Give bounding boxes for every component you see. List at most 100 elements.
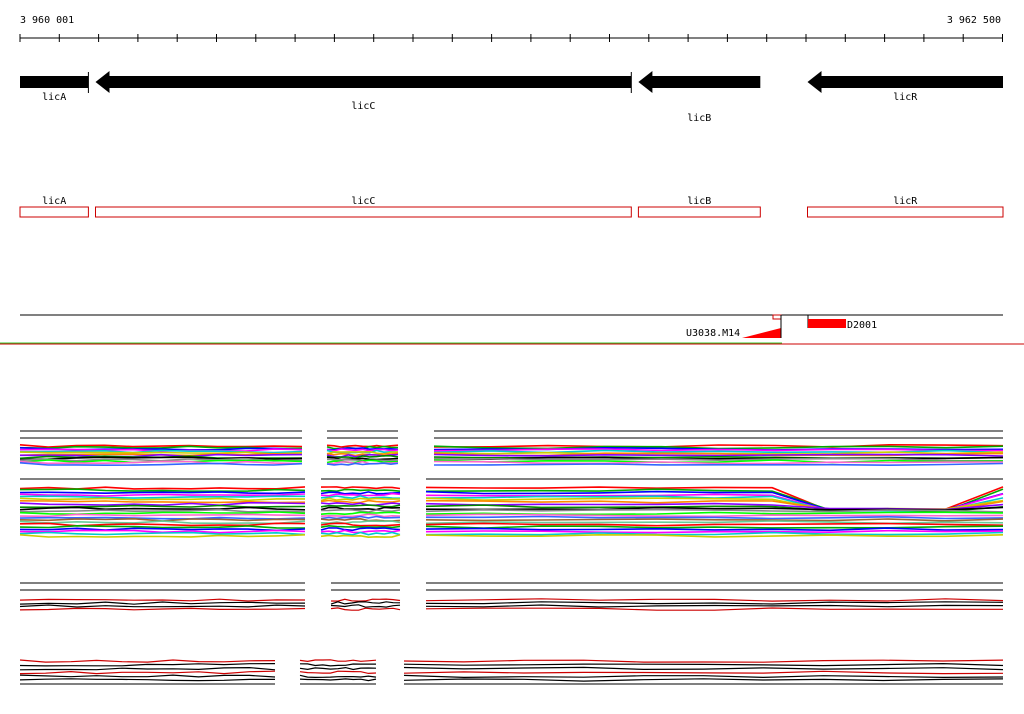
gene-box-licR[interactable] [807,206,1004,218]
expression-trace [19,462,303,467]
expression-trace [425,531,1004,536]
expression-trace [320,511,401,516]
expression-trace [425,529,1004,534]
expression-trace [320,534,401,539]
expression-trace [433,462,1004,467]
expression-trace [320,486,401,490]
expression-trace [433,443,1004,448]
expression-trace [19,663,276,667]
expression-trace [19,497,305,502]
expression-trace [19,659,276,663]
expression-trace [19,534,306,538]
expression-trace [426,515,1004,520]
expression-trace [299,678,377,682]
gene-box-label-licC: licC [351,196,375,207]
expression-trace [433,460,1004,465]
feature-track: U3038.M14 D2001 [20,314,1003,339]
gene-box-track: licA licC licB licR [19,196,1004,218]
gene-arrow-licR[interactable] [807,71,1004,93]
expression-trace [19,527,306,532]
expression-trace [326,455,399,460]
expression-trace [434,457,1004,462]
ruler-ticks [19,34,1003,42]
expression-trace [425,604,1004,608]
expression-trace [425,598,1004,602]
expression-trace [19,491,306,495]
expression-trace [425,525,1004,529]
expression-trace [320,522,401,527]
expression-trace [320,524,401,529]
ruler-start-label: 3 960 001 [20,15,74,26]
gene-label-licB: licB [687,113,711,124]
ruler-end-label: 3 962 500 [947,15,1001,26]
expression-trace [19,520,306,525]
feature-label-u3038: U3038.M14 [686,328,740,339]
strand-lines [0,342,1024,345]
gene-arrow-licB[interactable] [638,71,761,93]
expression-trace [19,508,306,513]
expression-trace [326,452,399,457]
expression-trace [433,449,1004,454]
gene-label-licC: licC [351,101,375,112]
expression-trace [330,601,401,605]
expression-trace [330,607,401,611]
expression-trace [19,531,306,536]
expression-trace [425,522,1004,527]
expression-trace [19,501,306,507]
expression-trace [403,674,1004,679]
gene-box-licB[interactable] [637,206,761,218]
expression-trace [19,493,306,497]
expression-trace [19,604,306,608]
expression-trace [425,601,1004,605]
expression-trace [320,497,401,502]
feature-triangle-u3038[interactable] [742,328,781,338]
expression-trace [19,678,275,682]
expression-trace [19,444,303,448]
expression-trace [19,500,306,504]
expression-trace [19,511,306,516]
gene-arrow-licA[interactable] [20,76,89,88]
expression-trace [320,502,401,507]
expression-trace [320,506,401,511]
expression-trace [19,506,306,511]
expression-trace [19,607,306,611]
expression-profile-tracks [19,430,1004,685]
expression-trace [433,456,1004,461]
expression-trace [403,678,1004,682]
expression-trace [326,462,399,466]
expression-trace [19,601,306,605]
expression-trace [19,456,303,461]
gene-label-licA: licA [42,92,66,103]
expression-trace [433,448,1003,452]
expression-trace [20,453,303,458]
expression-trace [19,513,306,518]
expression-trace [19,674,276,678]
expression-trace [19,670,276,675]
expression-trace [320,531,401,536]
feature-label-d2001: D2001 [847,320,877,331]
expression-trace [425,518,1004,522]
expression-trace [320,515,401,520]
expression-trace [425,508,1004,513]
gene-box-label-licB: licB [687,196,711,207]
gene-arrow-track: licA licC licB licR [20,71,1003,124]
gene-box-licC[interactable] [95,206,632,218]
expression-trace [403,659,1004,663]
gene-arrow-licC[interactable] [95,71,632,93]
expression-trace [19,516,306,520]
expression-trace [19,598,306,602]
expression-trace [320,527,401,532]
expression-trace [19,460,303,465]
expression-trace [326,448,399,452]
feature-bar-d2001[interactable] [808,319,846,328]
expression-trace [320,499,401,504]
expression-trace [299,666,377,671]
expression-trace [320,491,401,495]
expression-trace [19,451,303,455]
expression-trace [403,666,1004,671]
expression-trace [320,495,401,500]
expression-trace [320,513,401,518]
expression-trace [425,520,1004,525]
gene-box-licA[interactable] [19,206,89,218]
expression-trace [299,674,377,679]
